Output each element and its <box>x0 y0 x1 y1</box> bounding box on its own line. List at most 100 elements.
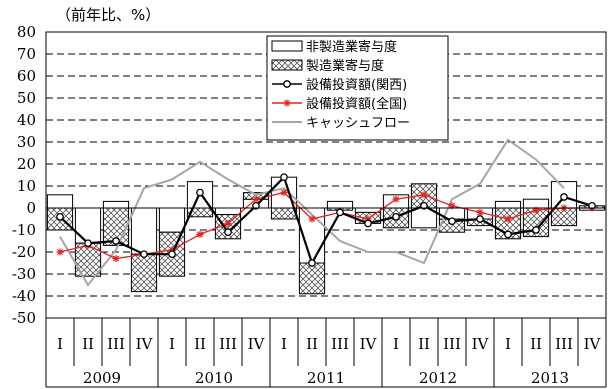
quarter-label: II <box>194 335 206 353</box>
unit-label: （前年比、%） <box>56 6 160 24</box>
point-capex-kansai <box>308 259 316 267</box>
star-stroke <box>252 196 260 203</box>
point-capex-national <box>56 248 64 256</box>
year-label: 2013 <box>531 369 569 387</box>
bar-non-manufacturing <box>74 207 102 244</box>
point-capex-kansai <box>532 226 540 234</box>
legend-label: 製造業寄与度 <box>306 58 384 74</box>
quarter-label: I <box>57 335 63 353</box>
quarter-label: IV <box>472 335 490 353</box>
quarter-label: IV <box>360 335 378 353</box>
point-capex-kansai <box>420 201 428 210</box>
bar-non-manufacturing <box>130 207 158 255</box>
legend-marker <box>283 80 291 88</box>
year-label: 2011 <box>307 369 345 387</box>
point-capex-kansai <box>140 250 148 259</box>
quarter-label: IV <box>248 335 266 353</box>
point-capex-national <box>196 230 204 238</box>
quarter-label: IV <box>136 335 154 353</box>
quarter-label: II <box>306 335 318 353</box>
star-stroke <box>112 255 120 262</box>
y-tick-label: 70 <box>17 45 36 63</box>
y-tick-label: 10 <box>17 177 36 195</box>
point-capex-kansai <box>364 219 372 228</box>
star-stroke <box>420 191 428 198</box>
point-capex-kansai <box>84 239 92 248</box>
quarter-label: III <box>107 335 125 353</box>
bar-non-manufacturing <box>326 200 354 209</box>
y-tick-label: 40 <box>17 111 36 129</box>
bar-non-manufacturing <box>102 200 130 209</box>
star-stroke <box>392 196 400 203</box>
bar-non-manufacturing <box>158 207 186 233</box>
point-capex-kansai <box>56 212 64 221</box>
star-stroke <box>224 220 232 227</box>
year-label: 2009 <box>83 369 121 387</box>
quarter-label: II <box>418 335 430 353</box>
legend-label: 設備投資額(全国) <box>306 96 407 112</box>
point-capex-national <box>476 208 484 216</box>
lines <box>56 138 596 287</box>
point-capex-kansai <box>252 201 260 210</box>
point-capex-kansai <box>280 173 288 182</box>
point-capex-national <box>392 195 400 203</box>
quarter-label: I <box>169 335 175 353</box>
point-capex-national <box>308 215 316 223</box>
year-label: 2012 <box>419 369 457 387</box>
point-capex-kansai <box>476 215 484 223</box>
line-cash-flow <box>59 138 565 287</box>
y-tick-label: -30 <box>12 265 36 283</box>
y-tick-label: 20 <box>17 155 36 173</box>
quarter-label: III <box>331 335 349 353</box>
y-tick-label: -40 <box>12 287 36 305</box>
quarter-label: III <box>219 335 237 353</box>
star-stroke <box>283 99 291 107</box>
bar-manufacturing <box>130 253 158 293</box>
y-tick-label: -10 <box>12 221 36 239</box>
y-tick-label: -50 <box>12 309 36 327</box>
point-capex-kansai <box>224 228 232 237</box>
bar-non-manufacturing <box>354 207 382 213</box>
point-capex-national <box>420 191 428 199</box>
quarter-label: I <box>281 335 287 353</box>
point-capex-national <box>280 189 288 197</box>
point-capex-kansai <box>168 250 176 259</box>
legend-label: 非製造業寄与度 <box>306 39 397 55</box>
legend-swatch <box>271 59 303 71</box>
point-capex-national <box>252 195 260 203</box>
y-tick-label: 80 <box>17 23 36 41</box>
quarter-label: II <box>82 335 94 353</box>
point-capex-kansai <box>112 237 120 245</box>
bar-non-manufacturing <box>46 194 74 209</box>
bar-non-manufacturing <box>522 198 550 209</box>
quarter-label: II <box>530 335 542 353</box>
point-capex-kansai <box>504 230 512 239</box>
legend-label: 設備投資額(関西) <box>306 77 407 93</box>
point-capex-kansai <box>196 188 204 197</box>
point-capex-kansai <box>392 212 400 221</box>
bar-manufacturing <box>270 207 298 220</box>
point-capex-national <box>504 215 512 223</box>
legend-marker <box>283 99 291 107</box>
y-tick-label: 30 <box>17 133 36 151</box>
year-label: 2010 <box>195 369 233 387</box>
point-capex-national <box>224 219 232 227</box>
legend-label: キャッシュフロー <box>306 116 410 131</box>
quarter-label: I <box>505 335 511 353</box>
quarter-label: IV <box>584 335 602 353</box>
star-stroke <box>56 248 64 256</box>
star-stroke <box>196 231 204 238</box>
y-tick-label: -20 <box>12 243 36 261</box>
legend-swatch <box>271 40 303 52</box>
y-tick-label: 0 <box>26 199 36 217</box>
quarter-label: III <box>555 335 573 353</box>
point-capex-national <box>112 255 120 263</box>
star-stroke <box>504 215 512 223</box>
y-tick-label: 50 <box>17 89 36 107</box>
y-tick-label: 60 <box>17 67 36 85</box>
quarter-label: III <box>443 335 461 353</box>
